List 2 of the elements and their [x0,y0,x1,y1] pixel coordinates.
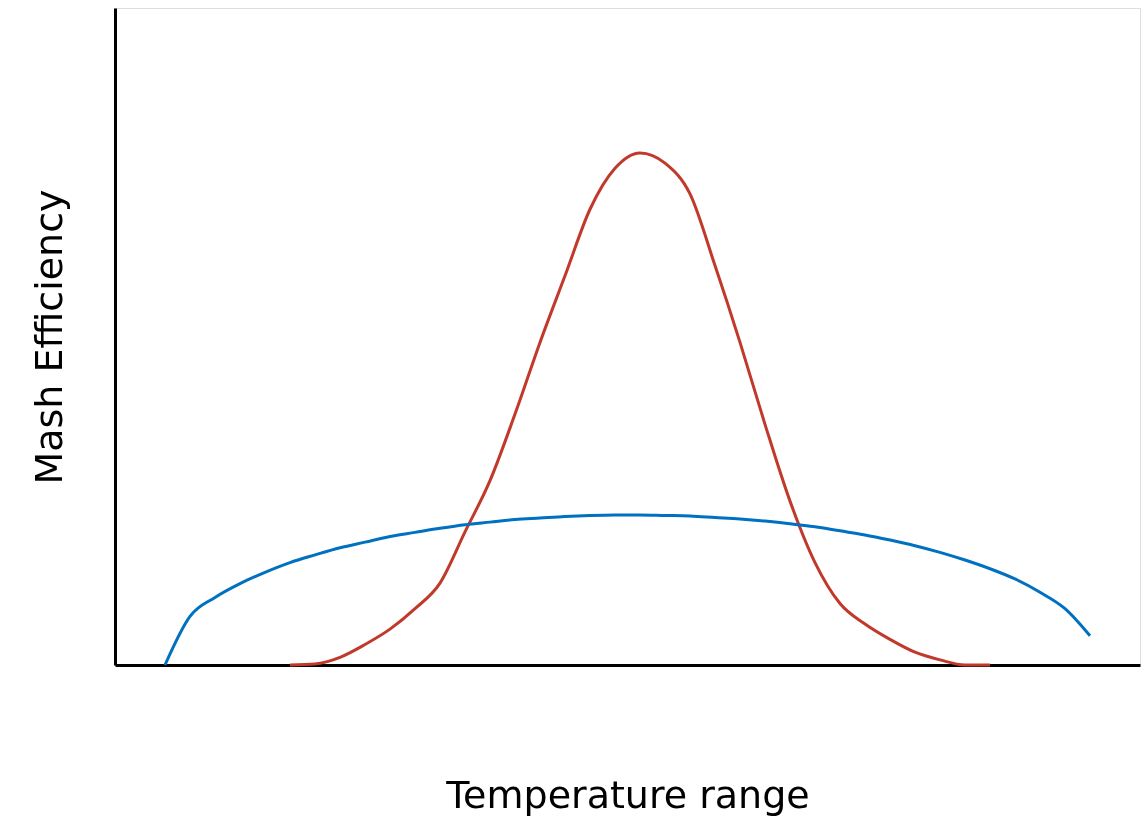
y-axis-title: Mash Efficiency [26,189,71,485]
x-axis-title: Temperature range [445,772,810,817]
